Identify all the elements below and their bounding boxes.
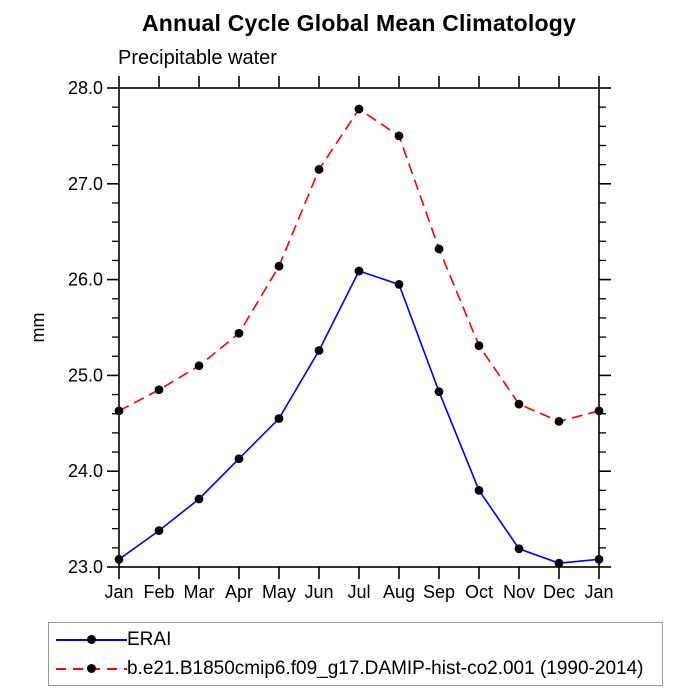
x-tick-label: Oct bbox=[465, 582, 493, 602]
series-line-0 bbox=[118, 269, 600, 564]
data-point-marker bbox=[554, 558, 564, 568]
x-tick-label: Apr bbox=[225, 582, 253, 602]
data-point-marker bbox=[594, 406, 604, 416]
data-point-marker bbox=[114, 554, 124, 564]
legend-box: ERAI b.e21.B1850cmip6.f09_g17.DAMIP-hist… bbox=[48, 622, 663, 686]
data-point-marker bbox=[234, 454, 244, 464]
data-point-marker bbox=[354, 104, 364, 114]
data-point-marker bbox=[354, 266, 364, 276]
data-point-marker bbox=[314, 346, 324, 355]
x-tick-label: Jul bbox=[347, 582, 370, 602]
legend-label-erai: ERAI bbox=[127, 629, 172, 651]
y-tick-label: 24.0 bbox=[68, 461, 103, 481]
x-tick-label: Jun bbox=[304, 582, 333, 602]
legend-line-sample-dashed bbox=[56, 663, 127, 674]
y-tick-label: 27.0 bbox=[68, 174, 103, 194]
data-point-marker bbox=[474, 341, 484, 351]
legend-line-sample-solid bbox=[56, 634, 127, 645]
y-axis-label: mm bbox=[28, 313, 48, 343]
x-tick-label: Jan bbox=[104, 582, 133, 602]
legend-marker-dot bbox=[87, 635, 96, 645]
data-point-marker bbox=[394, 131, 404, 141]
x-tick-label: Sep bbox=[423, 582, 455, 602]
data-point-marker bbox=[594, 554, 604, 564]
legend-item-model: b.e21.B1850cmip6.f09_g17.DAMIP-hist-co2.… bbox=[56, 656, 662, 680]
data-point-marker bbox=[514, 544, 524, 554]
y-tick-label: 28.0 bbox=[68, 78, 103, 98]
data-point-marker bbox=[274, 261, 284, 271]
series-line-1 bbox=[118, 107, 600, 423]
data-point-marker bbox=[154, 385, 164, 395]
data-point-marker bbox=[234, 328, 244, 338]
data-point-marker bbox=[274, 414, 284, 423]
data-point-marker bbox=[394, 279, 404, 289]
x-tick-label: Feb bbox=[143, 582, 174, 602]
y-tick-label: 26.0 bbox=[68, 270, 103, 290]
plot-frame bbox=[118, 87, 600, 568]
x-tick-label: May bbox=[262, 582, 296, 602]
x-tick-label: Dec bbox=[543, 582, 575, 602]
data-point-marker bbox=[514, 399, 524, 409]
legend-label-model: b.e21.B1850cmip6.f09_g17.DAMIP-hist-co2.… bbox=[127, 657, 644, 679]
x-tick-label: Nov bbox=[503, 582, 535, 602]
y-tick-label: 23.0 bbox=[68, 557, 103, 577]
data-point-marker bbox=[194, 361, 204, 371]
chart-subtitle: Precipitable water bbox=[118, 47, 277, 69]
legend-marker-dot bbox=[87, 663, 96, 673]
x-tick-label: Aug bbox=[383, 582, 415, 602]
data-point-marker bbox=[154, 526, 164, 535]
plot-area: 23.0 24.0 25.0 26.0 27.0 28.0 Jan Feb Mar Apr May J… bbox=[28, 76, 614, 602]
x-tick-label: Mar bbox=[184, 582, 215, 602]
data-point-marker bbox=[554, 416, 564, 426]
data-point-marker bbox=[434, 244, 444, 254]
data-point-marker bbox=[474, 485, 484, 495]
legend-item-erai: ERAI bbox=[56, 628, 662, 652]
x-tick-label: Jan bbox=[584, 582, 613, 602]
data-point-marker bbox=[434, 387, 444, 397]
data-point-marker bbox=[314, 165, 324, 174]
data-point-marker bbox=[114, 406, 124, 416]
y-tick-label: 25.0 bbox=[68, 365, 103, 385]
chart-title: Annual Cycle Global Mean Climatology bbox=[141, 10, 577, 36]
data-point-marker bbox=[194, 494, 204, 504]
